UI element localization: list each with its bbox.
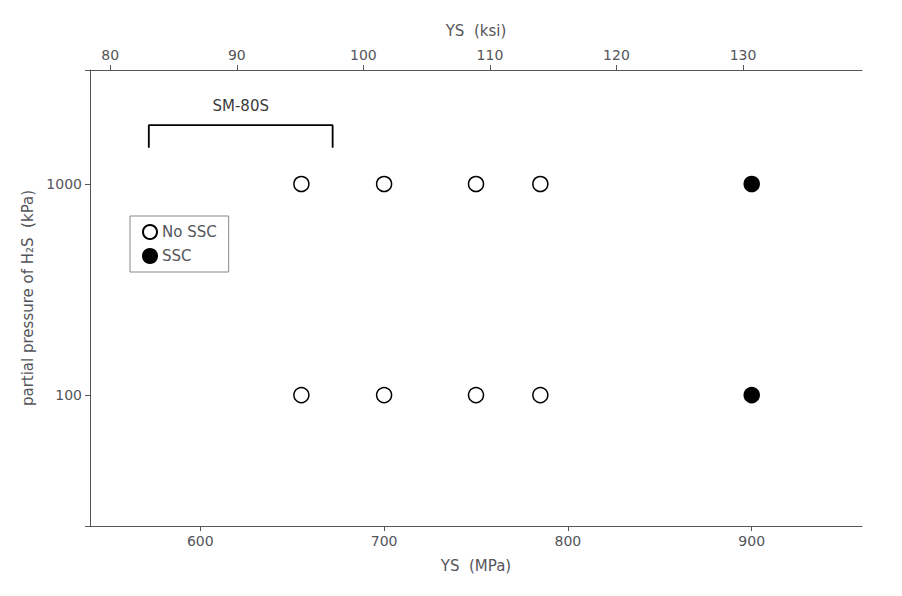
svg-text:130: 130 [730,47,757,63]
svg-text:SM-80S: SM-80S [212,97,268,115]
svg-text:YS (ksi): YS (ksi) [445,22,507,40]
svg-text:120: 120 [603,47,630,63]
svg-text:900: 900 [738,533,765,549]
svg-text:100: 100 [350,47,377,63]
svg-text:100: 100 [55,387,82,403]
svg-text:700: 700 [371,533,398,549]
svg-text:SSC: SSC [162,247,192,265]
svg-text:90: 90 [228,47,246,63]
svg-text:600: 600 [187,533,214,549]
svg-text:1000: 1000 [46,176,82,192]
svg-text:YS (MPa): YS (MPa) [440,557,511,575]
svg-text:partial pressure of H₂S (kPa): partial pressure of H₂S (kPa) [19,190,37,406]
svg-text:80: 80 [101,47,119,63]
svg-text:110: 110 [477,47,504,63]
svg-text:800: 800 [555,533,582,549]
svg-text:No SSC: No SSC [162,223,217,241]
